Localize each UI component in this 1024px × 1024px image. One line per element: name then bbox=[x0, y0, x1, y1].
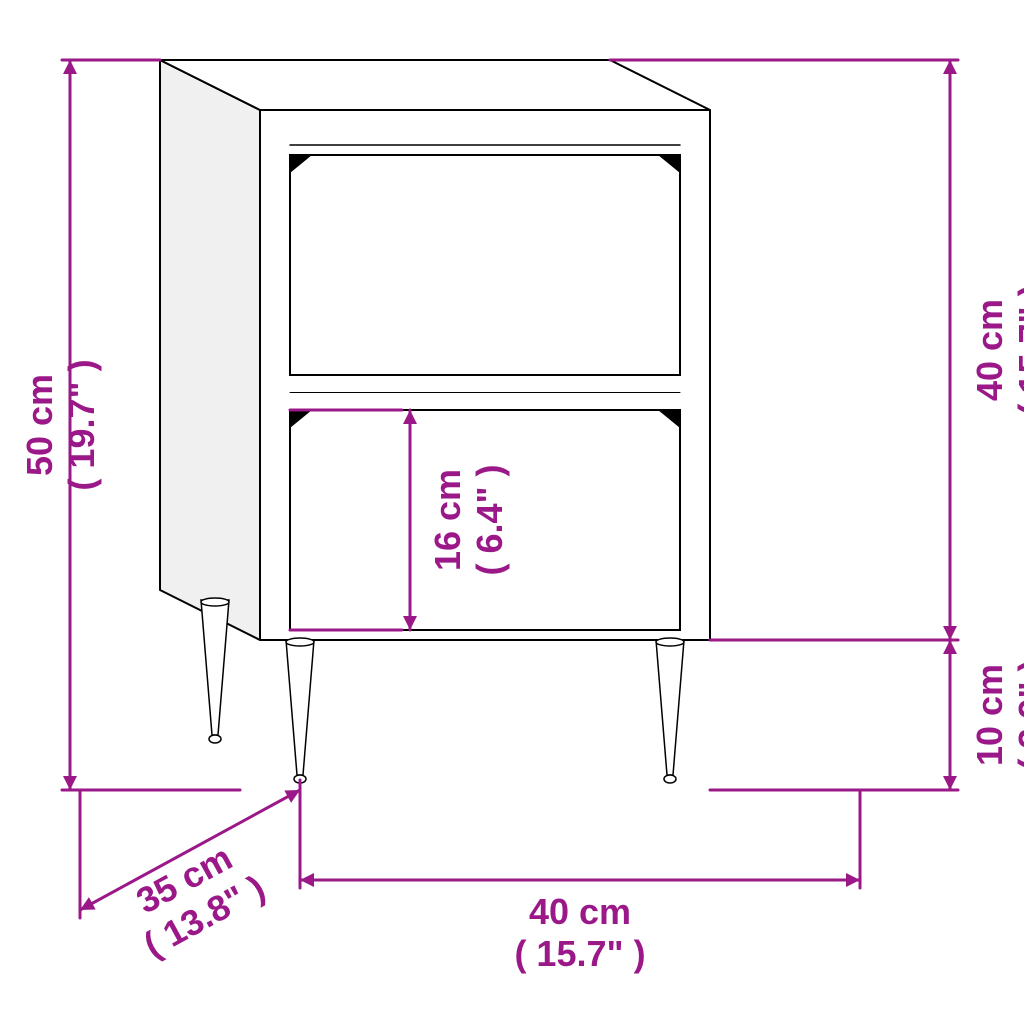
dim-drawer-in: ( 6.4" ) bbox=[469, 464, 510, 575]
dim-height-total-in: ( 19.7" ) bbox=[61, 359, 102, 490]
dimension-diagram: 50 cm( 19.7" )40 cm( 15.7" )10 cm( 3.9" … bbox=[0, 0, 1024, 1024]
dim-height-body-cm: 40 cm bbox=[969, 299, 1010, 401]
dim-height-leg-in: ( 3.9" ) bbox=[1011, 659, 1024, 770]
dim-height-total-cm: 50 cm bbox=[19, 374, 60, 476]
dim-width-cm: 40 cm bbox=[529, 891, 631, 932]
dim-height-leg-cm: 10 cm bbox=[969, 664, 1010, 766]
dim-width-in: ( 15.7" ) bbox=[514, 933, 645, 974]
dim-drawer-cm: 16 cm bbox=[427, 469, 468, 571]
dim-height-body-in: ( 15.7" ) bbox=[1011, 284, 1024, 415]
